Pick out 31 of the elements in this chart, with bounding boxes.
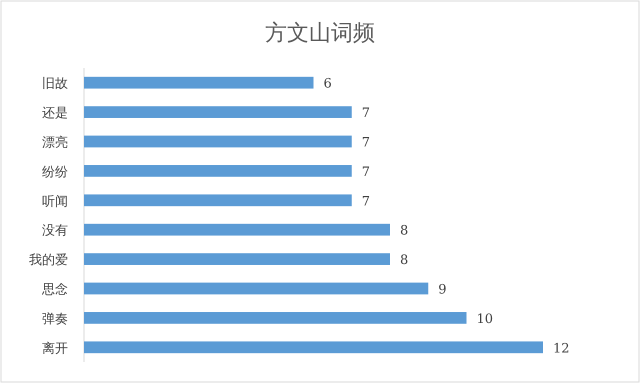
y-tick-label: 漂亮	[42, 134, 68, 150]
y-tick-label: 弹奏	[42, 312, 68, 327]
bar	[84, 76, 314, 89]
y-tick-label: 没有	[42, 224, 68, 239]
data-label: 12	[553, 341, 570, 356]
bar	[84, 282, 428, 294]
data-label: 7	[362, 164, 370, 180]
bar	[84, 341, 543, 354]
bar	[84, 165, 352, 177]
data-label: 8	[400, 224, 408, 239]
y-tick-label: 思念	[41, 282, 68, 298]
data-label: 7	[362, 106, 370, 122]
y-tick-label: 离开	[42, 340, 68, 356]
y-tick-label: 还是	[42, 106, 68, 122]
bar	[84, 253, 390, 265]
data-label: 7	[362, 194, 370, 210]
y-tick-label: 听闻	[42, 194, 68, 210]
data-label: 10	[476, 312, 494, 327]
bar	[84, 136, 352, 148]
data-label: 7	[362, 136, 370, 150]
data-label: 6	[324, 76, 332, 92]
y-tick-label: 我的爱	[29, 253, 68, 268]
y-tick-label: 纷纷	[42, 164, 68, 180]
y-tick-label: 旧故	[42, 76, 68, 92]
bar	[84, 106, 352, 118]
data-label: 8	[400, 253, 408, 268]
bar	[84, 312, 466, 324]
bar	[84, 224, 390, 236]
chart-title: 方文山词频	[265, 21, 375, 46]
bar	[84, 194, 352, 206]
data-label: 9	[438, 282, 447, 298]
